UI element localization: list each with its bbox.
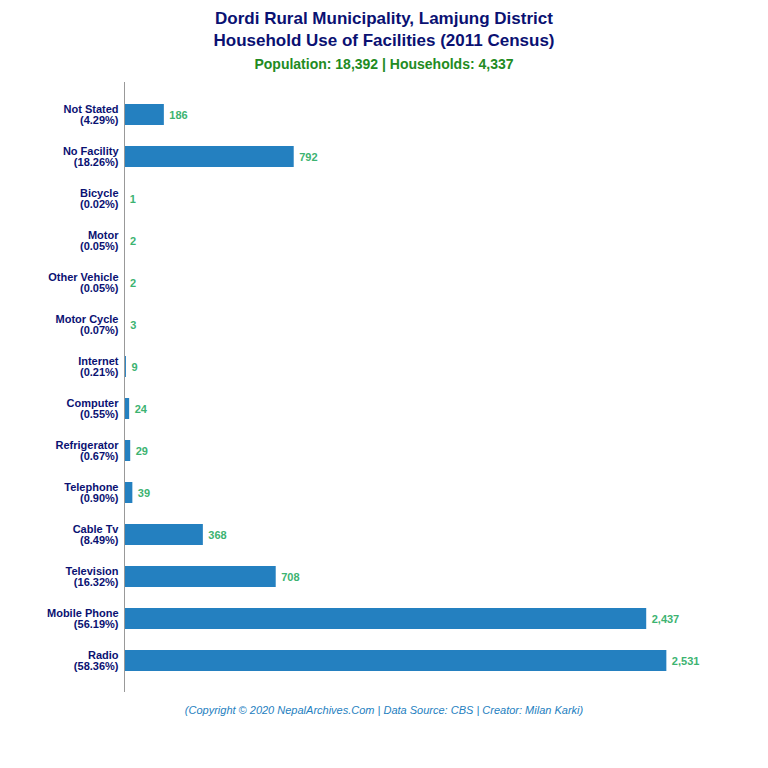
svg-text:792: 792: [299, 151, 317, 163]
svg-text:Telephone(0.90%): Telephone(0.90%): [64, 481, 119, 504]
svg-text:368: 368: [208, 529, 226, 541]
svg-text:Other Vehicle(0.05%): Other Vehicle(0.05%): [48, 271, 119, 294]
html-text:Dordi Rural Municipality, Lamj: Dordi Rural Municipality, Lamjung Distri…: [215, 9, 553, 28]
svg-text:24: 24: [135, 403, 148, 415]
svg-text:Motor(0.05%): Motor(0.05%): [80, 229, 119, 252]
html-text:Household Use of Facilities (2: Household Use of Facilities (2011 Census…: [213, 31, 555, 51]
svg-text:29: 29: [136, 445, 148, 457]
svg-text:Internet(0.21%): Internet(0.21%): [78, 355, 119, 378]
svg-text:1: 1: [130, 193, 136, 205]
svg-text:708: 708: [281, 571, 299, 583]
svg-text:Television(16.32%): Television(16.32%): [66, 565, 119, 588]
svg-text:2: 2: [130, 277, 136, 289]
svg-text:2,531: 2,531: [672, 655, 700, 667]
svg-text:9: 9: [131, 361, 137, 373]
svg-text:Mobile Phone(56.19%): Mobile Phone(56.19%): [47, 607, 119, 630]
svg-text:Refrigerator(0.67%): Refrigerator(0.67%): [56, 439, 120, 462]
svg-text:2,437: 2,437: [652, 613, 680, 625]
html-text:(Copyright © 2020 NepalArchive: (Copyright © 2020 NepalArchives.Com | Da…: [184, 704, 584, 717]
svg-text:No Facility(18.26%): No Facility(18.26%): [63, 145, 120, 168]
svg-text:Radio(58.36%): Radio(58.36%): [74, 649, 119, 672]
svg-text:Bicycle(0.02%): Bicycle(0.02%): [80, 187, 119, 210]
html-text:Population: 18,392 | Household: Population: 18,392 | Households: 4,337: [254, 56, 514, 73]
svg-text:Cable Tv(8.49%): Cable Tv(8.49%): [73, 523, 120, 546]
svg-text:2: 2: [130, 235, 136, 247]
svg-text:Computer(0.55%): Computer(0.55%): [67, 397, 120, 420]
svg-text:186: 186: [169, 109, 187, 121]
svg-text:Motor Cycle(0.07%): Motor Cycle(0.07%): [56, 313, 119, 336]
svg-text:3: 3: [130, 319, 136, 331]
svg-text:Not Stated(4.29%): Not Stated(4.29%): [64, 103, 119, 126]
svg-text:39: 39: [138, 487, 150, 499]
